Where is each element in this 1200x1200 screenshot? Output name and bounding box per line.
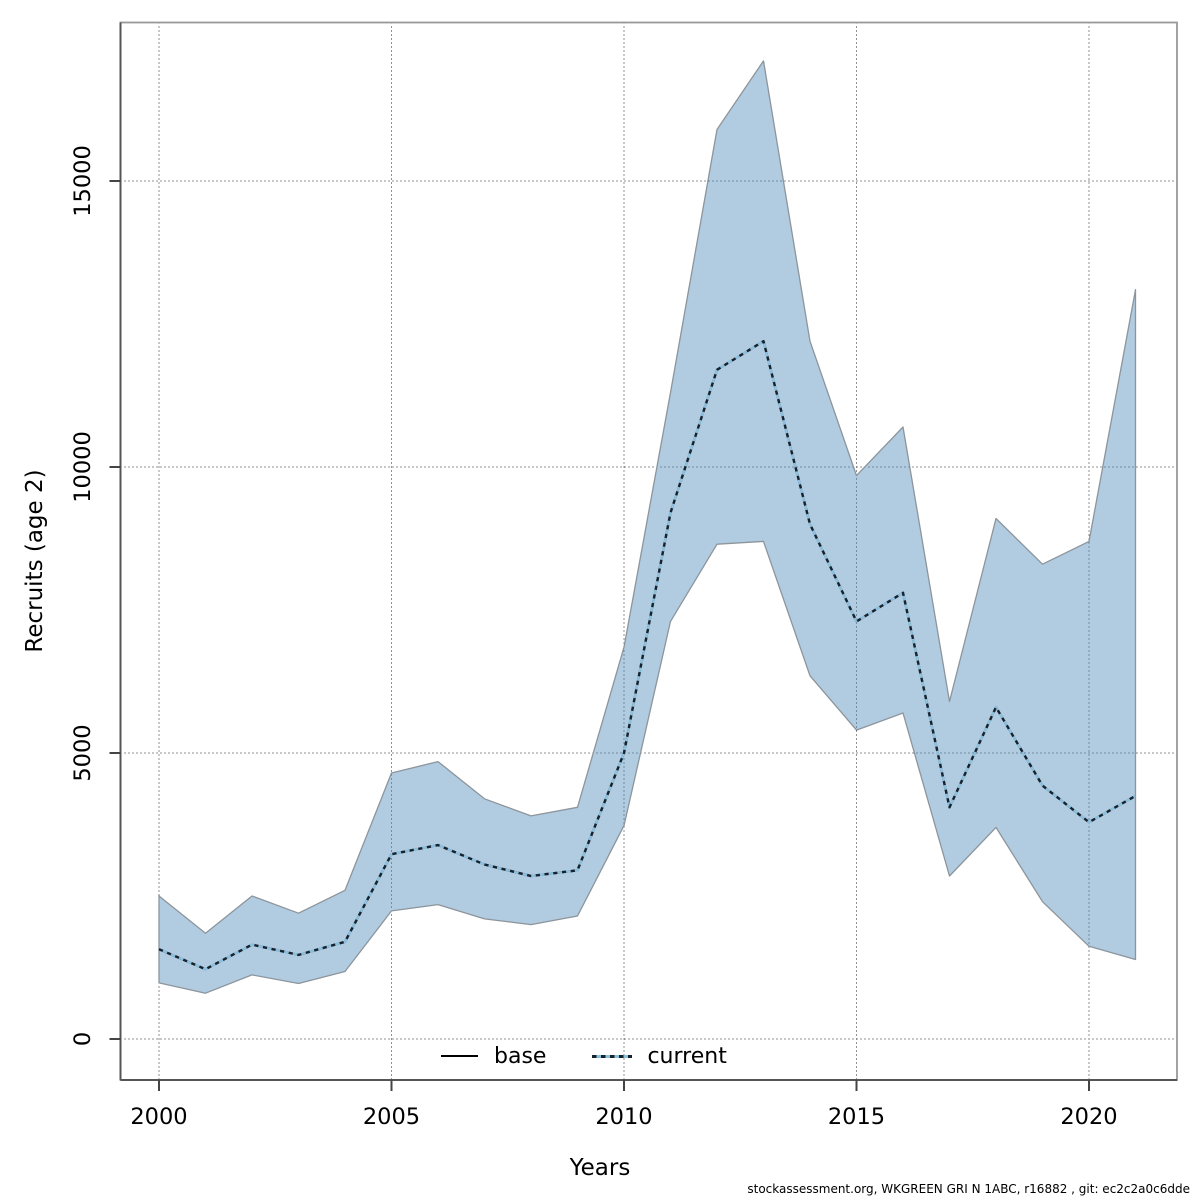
y-tick-label: 0 xyxy=(70,1032,96,1046)
legend-label-current: current xyxy=(647,1043,727,1069)
x-tick-label: 2000 xyxy=(130,1104,187,1130)
x-tick-label: 2015 xyxy=(828,1104,885,1130)
y-axis-title: Recruits (age 2) xyxy=(22,469,48,653)
base-line-swatch xyxy=(441,1055,478,1057)
current-line-swatch xyxy=(592,1054,633,1058)
x-tick-label: 2005 xyxy=(363,1104,420,1130)
legend-label-base: base xyxy=(494,1043,547,1069)
y-tick-label: 15000 xyxy=(70,145,96,217)
footer-attribution: stockassessment.org, WKGREEN GRI N 1ABC,… xyxy=(747,1182,1190,1196)
x-axis-title: Years xyxy=(569,1155,631,1181)
x-tick-label: 2020 xyxy=(1060,1104,1117,1130)
y-tick-label: 10000 xyxy=(70,431,96,503)
legend: base current xyxy=(441,1042,727,1070)
y-tick-label: 5000 xyxy=(70,724,96,781)
x-tick-label: 2010 xyxy=(595,1104,652,1130)
confidence-band xyxy=(158,60,1137,994)
current-line-dots xyxy=(158,340,1137,971)
